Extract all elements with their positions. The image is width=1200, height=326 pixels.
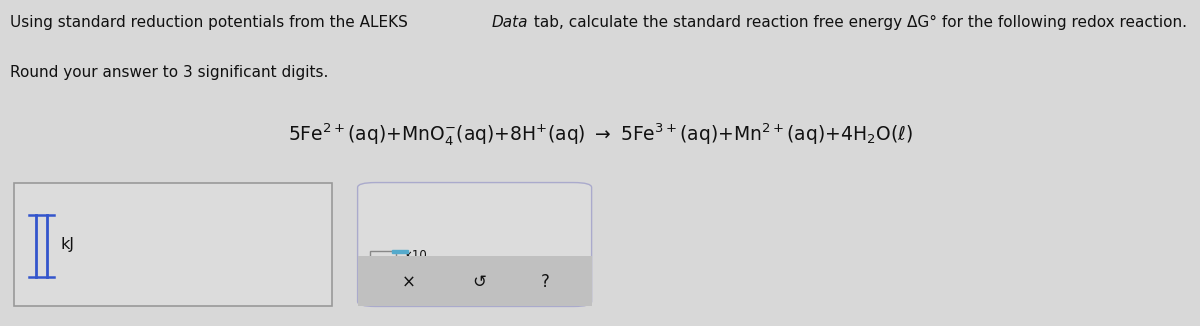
FancyBboxPatch shape — [358, 183, 592, 306]
FancyBboxPatch shape — [392, 250, 408, 253]
Text: tab, calculate the standard reaction free energy ΔG° for the following redox rea: tab, calculate the standard reaction fre… — [529, 15, 1187, 30]
Text: Data: Data — [492, 15, 528, 30]
Text: Round your answer to 3 significant digits.: Round your answer to 3 significant digit… — [10, 65, 328, 80]
FancyBboxPatch shape — [358, 256, 592, 306]
Text: ↺: ↺ — [473, 273, 486, 291]
Text: 5Fe$^{2+}$(aq)+MnO$_4^{-}$(aq)+8H$^{+}$(aq) $\rightarrow$ 5Fe$^{3+}$(aq)+Mn$^{2+: 5Fe$^{2+}$(aq)+MnO$_4^{-}$(aq)+8H$^{+}$(… — [288, 121, 912, 148]
Text: ?: ? — [540, 273, 550, 291]
Text: ×: × — [402, 273, 416, 291]
FancyBboxPatch shape — [370, 251, 396, 261]
Text: kJ: kJ — [60, 237, 74, 252]
FancyBboxPatch shape — [14, 183, 332, 306]
Text: Using standard reduction potentials from the ALEKS: Using standard reduction potentials from… — [10, 15, 413, 30]
Text: ×10: ×10 — [402, 249, 427, 262]
